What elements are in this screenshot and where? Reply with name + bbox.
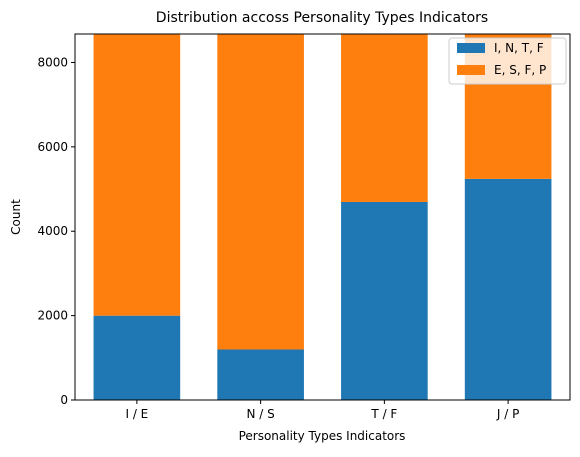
bar-2-2 — [217, 34, 304, 350]
y-tick-label-4: 6000 — [37, 140, 68, 154]
plot-area: I / E N / S T / F J / P 0 2000 4000 6000 8000 — [37, 34, 552, 421]
legend-label-series-1: I, N, T, F — [494, 41, 544, 55]
legend-swatch-series-2 — [457, 65, 485, 75]
chart-title: Distribution accoss Personality Types In… — [156, 10, 488, 26]
y-tick-label-3: 4000 — [37, 224, 68, 238]
y-tick-label-2: 2000 — [37, 309, 68, 323]
bar-1-3 — [341, 201, 428, 400]
x-tick-label-4: J / P — [496, 407, 519, 421]
bar-1-2 — [217, 349, 304, 400]
legend-swatch-series-1 — [457, 43, 485, 53]
x-tick-label-3: T / F — [370, 407, 397, 421]
bar-1-1 — [93, 315, 181, 400]
y-axis-label: Count — [9, 199, 23, 235]
legend-label-series-2: E, S, F, P — [494, 63, 546, 77]
bar-1-4 — [464, 178, 552, 400]
x-tick-label-1: I / E — [125, 407, 148, 421]
y-tick-label-1: 0 — [60, 393, 68, 407]
x-tick-label-2: N / S — [246, 407, 274, 421]
bar-2-1 — [93, 34, 181, 316]
y-tick-label-5: 8000 — [37, 55, 68, 69]
x-axis-label: Personality Types Indicators — [239, 429, 406, 443]
bar-2-3 — [341, 34, 428, 202]
plot-frame — [74, 33, 571, 401]
legend: I, N, T, F E, S, F, P — [448, 37, 567, 85]
